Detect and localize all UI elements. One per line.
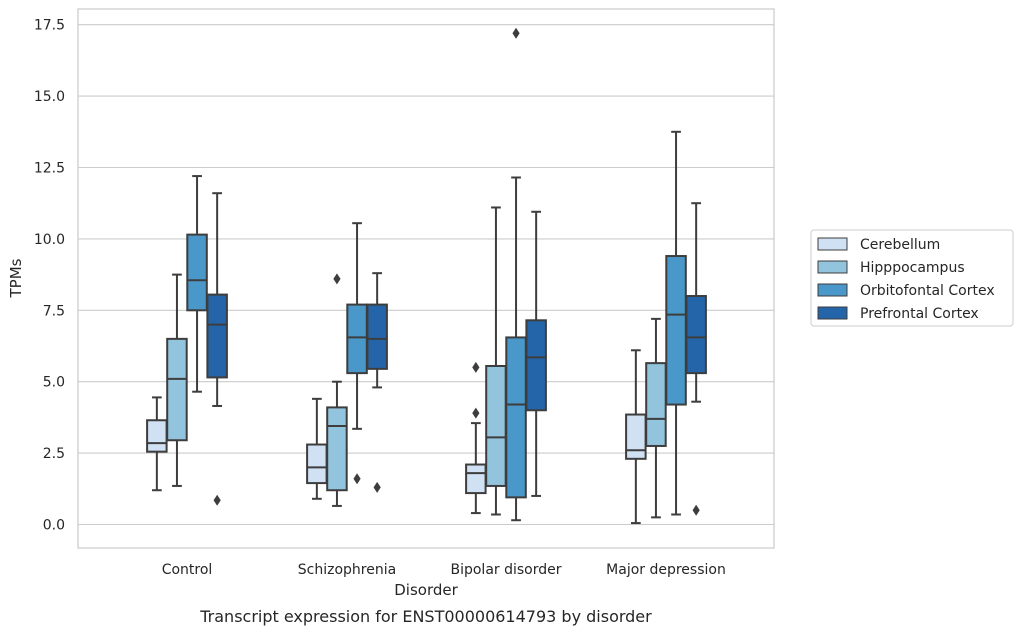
legend-swatch xyxy=(817,283,848,297)
box-body xyxy=(645,362,667,447)
box-body xyxy=(186,233,208,312)
series-hipppocampus xyxy=(166,206,667,519)
y-tick-label: 12.5 xyxy=(34,161,65,177)
box-body xyxy=(146,419,168,453)
box-body xyxy=(505,336,527,499)
legend: Cerebellum Hipppocampus Orbitofontal Corte… xyxy=(810,229,1014,327)
box xyxy=(625,349,647,525)
outlier-point xyxy=(373,481,381,493)
box xyxy=(525,210,547,497)
x-tick-labels: Control Schizophrenia Bipolar disorder Majo… xyxy=(162,562,726,578)
box xyxy=(306,397,328,500)
legend-label: Cerebellum xyxy=(860,237,940,253)
legend-frame xyxy=(810,229,1014,327)
box xyxy=(366,272,388,493)
box-body xyxy=(625,413,647,460)
series-orbitofontal-cortex xyxy=(186,27,687,522)
box-body xyxy=(525,319,547,412)
box xyxy=(186,175,208,393)
outlier-point xyxy=(512,27,520,39)
box-body xyxy=(306,443,328,485)
box-body xyxy=(206,293,228,379)
y-tick-label: 15.0 xyxy=(34,89,65,105)
x-tick-label: Bipolar disorder xyxy=(450,562,561,578)
boxes xyxy=(146,27,707,525)
y-tick-label: 7.5 xyxy=(43,303,65,319)
box-body xyxy=(485,364,507,487)
y-tick-label: 0.0 xyxy=(43,518,65,534)
y-tick-label: 10.0 xyxy=(34,232,65,248)
box-body xyxy=(166,337,188,442)
plot-frame xyxy=(77,8,775,549)
outlier-point xyxy=(333,273,341,285)
legend-swatch xyxy=(817,306,848,320)
x-tick-label: Schizophrenia xyxy=(298,562,396,578)
box xyxy=(465,361,487,515)
box xyxy=(346,222,368,485)
box-body xyxy=(685,295,707,375)
box xyxy=(685,202,707,516)
box xyxy=(166,273,188,487)
series-prefrontal-cortex xyxy=(206,192,707,516)
legend-swatch xyxy=(817,260,848,274)
x-axis-title: Disorder xyxy=(394,581,458,599)
box xyxy=(326,273,348,507)
box xyxy=(146,396,168,492)
outlier-point xyxy=(213,494,221,506)
legend-label: Prefrontal Cortex xyxy=(860,306,979,322)
x-tick-label: Major depression xyxy=(606,562,726,578)
box-body xyxy=(326,406,348,492)
box xyxy=(665,130,687,516)
outlier-point xyxy=(353,473,361,485)
box xyxy=(645,317,667,519)
box xyxy=(505,27,527,522)
box-body xyxy=(346,303,368,375)
outlier-point xyxy=(692,504,700,516)
outlier-point xyxy=(472,407,480,419)
box-body xyxy=(465,463,487,495)
y-tick-label: 5.0 xyxy=(43,375,65,391)
legend-label: Orbitofontal Cortex xyxy=(860,283,995,299)
chart-caption: Transcript expression for ENST0000061479… xyxy=(199,607,652,626)
box xyxy=(206,192,228,506)
box-body xyxy=(366,303,388,370)
outlier-point xyxy=(472,361,480,373)
legend-swatch xyxy=(817,237,848,251)
y-tick-labels: 0.0 2.5 5.0 7.5 10.0 12.5 15.0 17.5 xyxy=(34,18,65,534)
y-axis-title: TPMs xyxy=(7,258,25,298)
box xyxy=(485,206,507,516)
box-body xyxy=(665,255,687,406)
y-tick-label: 17.5 xyxy=(34,18,65,34)
legend-label: Hipppocampus xyxy=(860,260,965,276)
y-tick-label: 2.5 xyxy=(43,446,65,462)
x-tick-label: Control xyxy=(162,562,213,578)
